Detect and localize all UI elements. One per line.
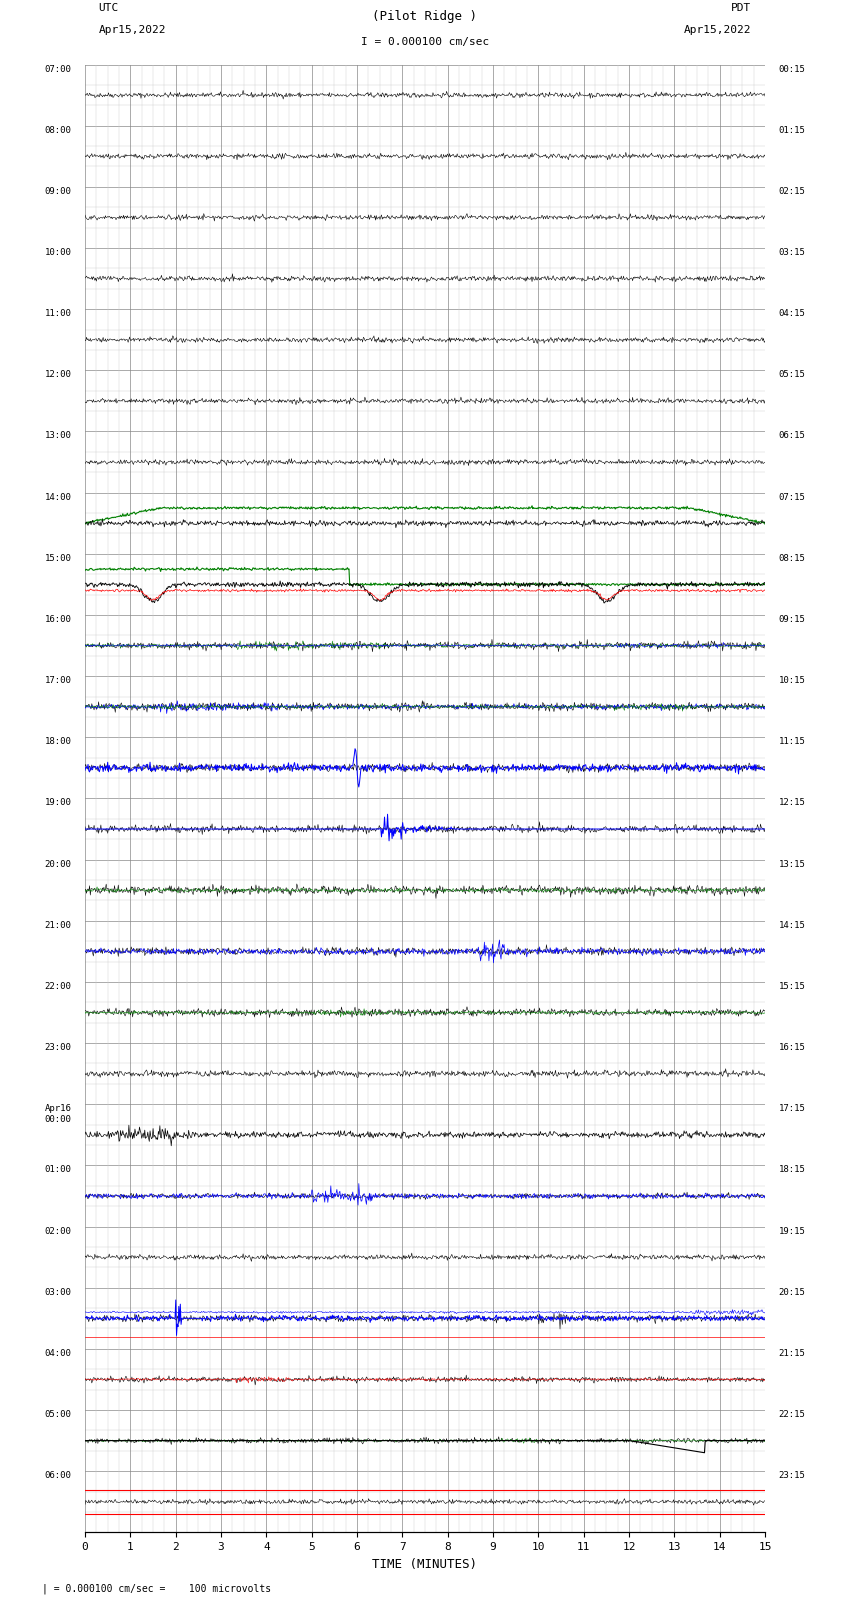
Text: 07:00: 07:00	[44, 65, 71, 74]
Text: 08:00: 08:00	[44, 126, 71, 134]
Text: 13:15: 13:15	[779, 860, 806, 868]
Text: 14:00: 14:00	[44, 492, 71, 502]
Text: 03:00: 03:00	[44, 1287, 71, 1297]
Text: Apr15,2022: Apr15,2022	[99, 26, 166, 35]
Text: 12:00: 12:00	[44, 371, 71, 379]
Text: | = 0.000100 cm/sec =    100 microvolts: | = 0.000100 cm/sec = 100 microvolts	[42, 1582, 272, 1594]
Text: 10:15: 10:15	[779, 676, 806, 686]
Text: Apr15,2022: Apr15,2022	[684, 26, 751, 35]
Text: PDT: PDT	[731, 3, 751, 13]
Text: 01:15: 01:15	[779, 126, 806, 134]
Text: 12:15: 12:15	[779, 798, 806, 808]
Text: 00:15: 00:15	[779, 65, 806, 74]
Text: 10:00: 10:00	[44, 248, 71, 256]
Text: 15:15: 15:15	[779, 982, 806, 990]
Text: 17:15: 17:15	[779, 1105, 806, 1113]
Text: 02:00: 02:00	[44, 1226, 71, 1236]
Text: 16:15: 16:15	[779, 1044, 806, 1052]
Text: 05:00: 05:00	[44, 1410, 71, 1419]
Text: MPR EHZ NC: MPR EHZ NC	[388, 0, 462, 3]
Text: 20:00: 20:00	[44, 860, 71, 868]
Text: 15:00: 15:00	[44, 553, 71, 563]
Text: 18:15: 18:15	[779, 1165, 806, 1174]
Text: 09:00: 09:00	[44, 187, 71, 195]
Text: 06:00: 06:00	[44, 1471, 71, 1481]
Text: 22:15: 22:15	[779, 1410, 806, 1419]
Text: 19:00: 19:00	[44, 798, 71, 808]
Text: 19:15: 19:15	[779, 1226, 806, 1236]
Text: 07:15: 07:15	[779, 492, 806, 502]
Text: 04:15: 04:15	[779, 310, 806, 318]
Text: 14:15: 14:15	[779, 921, 806, 929]
Text: 21:15: 21:15	[779, 1348, 806, 1358]
Text: (Pilot Ridge ): (Pilot Ridge )	[372, 10, 478, 24]
Text: 20:15: 20:15	[779, 1287, 806, 1297]
Text: Apr16
00:00: Apr16 00:00	[44, 1105, 71, 1124]
Text: 09:15: 09:15	[779, 615, 806, 624]
X-axis label: TIME (MINUTES): TIME (MINUTES)	[372, 1558, 478, 1571]
Text: 01:00: 01:00	[44, 1165, 71, 1174]
Text: 23:15: 23:15	[779, 1471, 806, 1481]
Text: 05:15: 05:15	[779, 371, 806, 379]
Text: 11:00: 11:00	[44, 310, 71, 318]
Text: 13:00: 13:00	[44, 431, 71, 440]
Text: 08:15: 08:15	[779, 553, 806, 563]
Text: 11:15: 11:15	[779, 737, 806, 747]
Text: 23:00: 23:00	[44, 1044, 71, 1052]
Text: 06:15: 06:15	[779, 431, 806, 440]
Text: 16:00: 16:00	[44, 615, 71, 624]
Text: 18:00: 18:00	[44, 737, 71, 747]
Text: 04:00: 04:00	[44, 1348, 71, 1358]
Text: 02:15: 02:15	[779, 187, 806, 195]
Text: 17:00: 17:00	[44, 676, 71, 686]
Text: UTC: UTC	[99, 3, 119, 13]
Text: 03:15: 03:15	[779, 248, 806, 256]
Text: 21:00: 21:00	[44, 921, 71, 929]
Text: 22:00: 22:00	[44, 982, 71, 990]
Text: I = 0.000100 cm/sec: I = 0.000100 cm/sec	[361, 37, 489, 47]
